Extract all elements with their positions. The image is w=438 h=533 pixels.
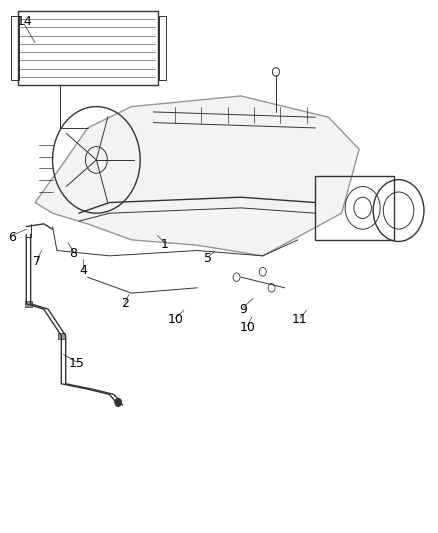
Polygon shape — [35, 96, 359, 256]
Bar — [25, 301, 32, 307]
Bar — [18, 11, 158, 85]
Text: 8: 8 — [70, 247, 78, 260]
Text: 6: 6 — [8, 231, 16, 244]
Text: 5: 5 — [204, 252, 212, 265]
Text: 2: 2 — [121, 297, 129, 310]
Bar — [159, 16, 166, 80]
Text: 15: 15 — [69, 357, 85, 370]
Text: 9: 9 — [239, 303, 247, 316]
Text: 1: 1 — [160, 238, 168, 251]
Text: 10: 10 — [240, 321, 255, 334]
Circle shape — [115, 398, 122, 407]
Text: 11: 11 — [292, 313, 308, 326]
Text: 7: 7 — [33, 255, 41, 268]
Bar — [58, 333, 65, 339]
Text: 10: 10 — [167, 313, 183, 326]
Bar — [315, 176, 394, 240]
Text: 4: 4 — [79, 264, 87, 277]
Text: 14: 14 — [16, 15, 32, 28]
Bar — [11, 16, 19, 80]
